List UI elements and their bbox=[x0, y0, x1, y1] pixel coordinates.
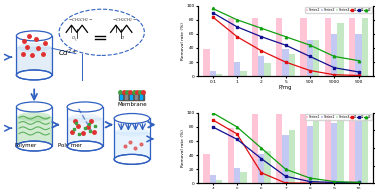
Bar bbox=[234, 168, 240, 183]
Bar bbox=[362, 18, 368, 76]
Bar bbox=[120, 95, 123, 99]
Bar bbox=[276, 114, 282, 183]
Ellipse shape bbox=[16, 70, 52, 80]
Bar bbox=[289, 130, 295, 183]
Bar bbox=[135, 95, 137, 99]
Text: Polymer: Polymer bbox=[14, 143, 36, 148]
Bar bbox=[240, 172, 246, 183]
Text: $-CH_2CH_2-$: $-CH_2CH_2-$ bbox=[112, 17, 138, 24]
Bar bbox=[252, 18, 258, 76]
Bar bbox=[234, 62, 240, 76]
Bar bbox=[216, 180, 222, 183]
Bar bbox=[264, 64, 271, 76]
Y-axis label: Removal rate (%): Removal rate (%) bbox=[181, 129, 185, 167]
Bar bbox=[68, 119, 102, 145]
Bar bbox=[240, 70, 246, 76]
Bar bbox=[331, 123, 338, 183]
Ellipse shape bbox=[67, 102, 103, 112]
Legend: Series1, Series2, Series3, L1, L2, L3: Series1, Series2, Series3, L1, L2, L3 bbox=[305, 114, 372, 120]
Text: $\backslash$: $\backslash$ bbox=[74, 36, 78, 43]
Text: Membrane: Membrane bbox=[117, 102, 147, 107]
Ellipse shape bbox=[59, 9, 144, 55]
Bar bbox=[349, 114, 355, 183]
Ellipse shape bbox=[68, 114, 102, 123]
Bar bbox=[210, 70, 216, 76]
Bar bbox=[216, 74, 222, 76]
Legend: Series1, Series2, Series3, L1, L2, L3: Series1, Series2, Series3, L1, L2, L3 bbox=[305, 7, 372, 13]
Bar bbox=[125, 95, 128, 99]
Bar bbox=[313, 40, 320, 76]
Ellipse shape bbox=[16, 141, 52, 151]
Bar bbox=[282, 49, 289, 76]
Ellipse shape bbox=[16, 31, 52, 41]
Bar bbox=[338, 120, 344, 183]
Bar bbox=[17, 47, 51, 74]
Ellipse shape bbox=[114, 154, 150, 164]
Bar bbox=[307, 125, 313, 183]
Bar bbox=[17, 117, 51, 145]
Bar bbox=[140, 95, 142, 99]
Bar bbox=[356, 121, 362, 183]
Bar bbox=[258, 154, 264, 183]
Bar bbox=[203, 154, 210, 183]
Bar bbox=[258, 57, 264, 76]
Ellipse shape bbox=[67, 141, 103, 151]
Bar bbox=[115, 132, 149, 158]
Bar bbox=[228, 128, 234, 183]
Bar bbox=[313, 121, 320, 183]
Y-axis label: Removal rate (%): Removal rate (%) bbox=[181, 22, 185, 60]
Bar bbox=[349, 18, 355, 76]
Bar bbox=[331, 34, 338, 76]
Bar bbox=[325, 18, 331, 76]
Text: $Cd^{2+}$: $Cd^{2+}$ bbox=[58, 47, 78, 59]
Bar bbox=[252, 114, 258, 183]
Bar bbox=[362, 119, 368, 183]
Bar bbox=[210, 175, 216, 183]
Text: Poly mer: Poly mer bbox=[58, 143, 82, 148]
Bar bbox=[276, 18, 282, 76]
Bar bbox=[130, 95, 132, 99]
Text: $O$: $O$ bbox=[70, 33, 76, 40]
Bar bbox=[338, 23, 344, 76]
Ellipse shape bbox=[16, 102, 52, 112]
Ellipse shape bbox=[115, 127, 149, 136]
X-axis label: P/mg: P/mg bbox=[279, 85, 292, 90]
Bar bbox=[300, 18, 307, 76]
Text: $-CH_2CH_2-$: $-CH_2CH_2-$ bbox=[68, 17, 93, 24]
Bar bbox=[203, 49, 210, 76]
Bar bbox=[325, 114, 331, 183]
Ellipse shape bbox=[17, 43, 51, 52]
Bar bbox=[300, 114, 307, 183]
Ellipse shape bbox=[114, 114, 150, 123]
Bar bbox=[307, 40, 313, 76]
Bar bbox=[120, 93, 144, 100]
Bar bbox=[282, 135, 289, 183]
Bar bbox=[228, 18, 234, 76]
Ellipse shape bbox=[17, 112, 51, 122]
Bar bbox=[264, 151, 271, 183]
Bar bbox=[289, 54, 295, 76]
Bar bbox=[356, 34, 362, 76]
Text: $O$: $O$ bbox=[120, 33, 125, 40]
